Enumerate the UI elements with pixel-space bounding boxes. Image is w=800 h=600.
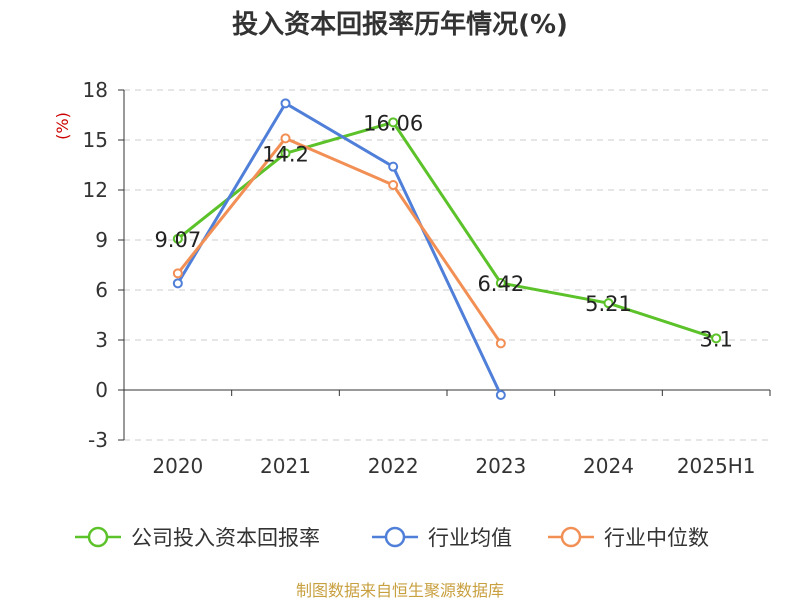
data-point <box>280 98 291 109</box>
data-point <box>172 268 183 279</box>
y-tick-label: 3 <box>95 328 108 352</box>
data-point <box>172 233 183 244</box>
series-3 <box>172 133 506 349</box>
data-point <box>388 180 399 190</box>
x-tick-label: 2021 <box>260 454 311 478</box>
data-point <box>603 298 614 309</box>
x-tick-label: 2023 <box>475 454 526 478</box>
legend-marker <box>560 526 582 548</box>
x-tick-label: 2025H1 <box>677 454 756 478</box>
series-line <box>176 101 503 396</box>
legend-label: 公司投入资本回报率 <box>131 526 320 550</box>
legend-marker <box>87 526 109 548</box>
y-tick-label: 6 <box>95 278 108 302</box>
x-tick-label: 2024 <box>583 454 634 478</box>
data-point <box>711 333 722 344</box>
y-tick-label: 0 <box>95 378 108 402</box>
series-2 <box>172 98 506 400</box>
legend-item: 行业均值 <box>372 526 512 550</box>
series-lines <box>172 98 722 400</box>
x-tick-label: 2020 <box>152 454 203 478</box>
data-label: 9.07 <box>154 228 201 252</box>
legend: 公司投入资本回报率 行业均值 行业中位数 <box>75 526 709 550</box>
data-labels: 9.07 14.2 16.06 6.42 5.21 3.1 <box>154 111 732 351</box>
legend-item: 行业中位数 <box>548 526 709 550</box>
data-point <box>388 161 399 172</box>
data-point <box>172 278 183 289</box>
legend-label: 行业中位数 <box>604 526 709 550</box>
data-point <box>495 338 506 349</box>
source-note: 制图数据来自恒生聚源数据库 <box>296 581 504 600</box>
series-line <box>176 136 503 345</box>
data-point <box>388 117 399 128</box>
series-line <box>176 120 717 340</box>
data-point <box>495 278 506 288</box>
data-label: 16.06 <box>363 111 423 135</box>
data-label: 14.2 <box>262 142 309 166</box>
data-label: 3.1 <box>699 327 732 351</box>
data-label: 5.21 <box>585 292 632 316</box>
y-tick-label: 15 <box>83 128 108 152</box>
legend-item: 公司投入资本回报率 <box>75 526 320 550</box>
x-tick-labels: 2020 2021 2022 2023 2024 2025H1 <box>152 454 755 478</box>
legend-marker <box>384 526 406 548</box>
data-point <box>280 133 291 144</box>
y-tick-label: 18 <box>83 78 108 102</box>
series-1 <box>172 117 722 344</box>
gridlines <box>124 89 770 441</box>
axes <box>118 89 771 441</box>
y-tick-labels: -3 0 3 6 9 12 15 18 <box>83 78 108 452</box>
y-tick-label: -3 <box>88 428 108 452</box>
chart-title: 投入资本回报率历年情况(%) <box>232 9 568 40</box>
legend-label: 行业均值 <box>428 526 512 550</box>
data-point <box>280 148 291 159</box>
y-tick-label: 12 <box>83 178 108 202</box>
data-label: 6.42 <box>477 272 524 296</box>
y-tick-label: 9 <box>95 228 108 252</box>
data-point <box>495 390 506 400</box>
y-axis-label: (%) <box>53 112 72 140</box>
x-tick-label: 2022 <box>368 454 419 478</box>
